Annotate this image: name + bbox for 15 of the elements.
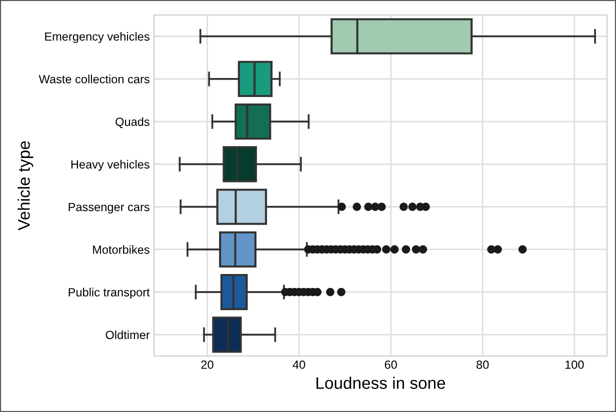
x-tick-label: 80 xyxy=(476,360,489,369)
x-tick-label: 100 xyxy=(565,360,584,369)
y-tick-label: Motorbikes xyxy=(93,245,150,254)
x-tick-label: 20 xyxy=(201,360,214,369)
y-tick-label: Emergency vehicles xyxy=(45,32,150,44)
y-axis-title: Vehicle type xyxy=(18,141,34,230)
y-tick-label: Heavy vehicles xyxy=(71,160,150,171)
y-tick-label: Oldtimer xyxy=(106,330,150,340)
x-tick-label: 40 xyxy=(292,360,306,369)
y-tick-label: Quads xyxy=(116,117,150,128)
x-tick-label: 60 xyxy=(384,360,397,369)
x-axis-title: Loudness in sone xyxy=(316,376,446,389)
y-tick-label: Passenger cars xyxy=(68,202,150,214)
y-tick-label: Waste collection cars xyxy=(38,74,150,84)
y-tick-label: Public transport xyxy=(68,288,150,299)
